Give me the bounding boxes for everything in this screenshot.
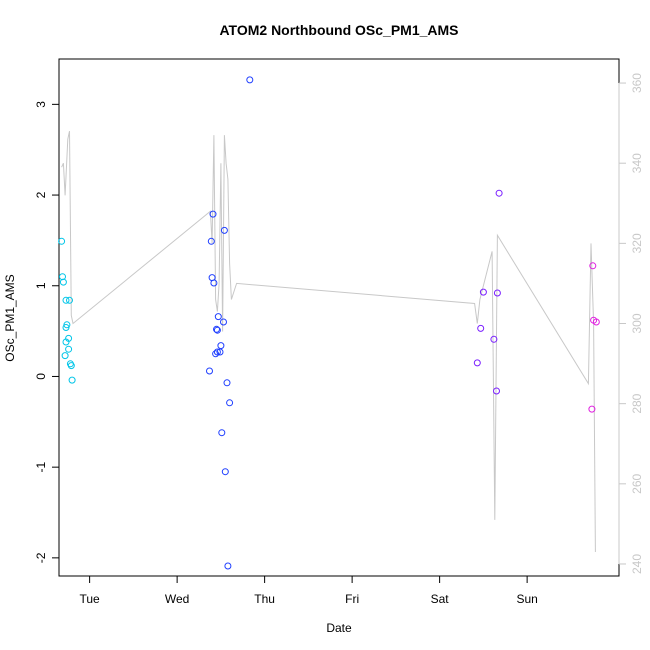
data-point bbox=[66, 296, 73, 304]
data-point bbox=[220, 318, 227, 326]
x-tick-label: Sun bbox=[516, 592, 537, 606]
y-tick-label: -2 bbox=[34, 552, 48, 563]
data-point bbox=[226, 399, 234, 407]
data-point bbox=[65, 345, 73, 353]
x-tick-label: Fri bbox=[345, 592, 359, 606]
data-point bbox=[220, 226, 228, 234]
data-point bbox=[206, 367, 213, 375]
data-point bbox=[246, 76, 254, 84]
data-point bbox=[63, 321, 71, 329]
secondary-y-axis: 240 260 280 300 320 340 360 bbox=[618, 73, 644, 574]
data-point bbox=[207, 237, 215, 245]
secondary-tick-label: 300 bbox=[630, 313, 644, 333]
y-tick-label: 0 bbox=[34, 373, 48, 380]
secondary-tick-label: 360 bbox=[630, 73, 644, 93]
x-axis-label: Date bbox=[326, 621, 352, 635]
chart-title: ATOM2 Northbound OSc_PM1_AMS bbox=[219, 22, 458, 38]
data-point bbox=[479, 288, 487, 296]
x-tick-label: Thu bbox=[254, 592, 275, 606]
data-point bbox=[477, 324, 485, 332]
data-point bbox=[213, 348, 221, 356]
data-point bbox=[223, 379, 231, 387]
data-point bbox=[209, 210, 217, 218]
line-layer bbox=[61, 130, 596, 553]
y-axis-label: OSc_PM1_AMS bbox=[3, 274, 17, 361]
x-axis: Tue Wed Thu Fri Sat Sun bbox=[80, 575, 538, 606]
data-point bbox=[217, 342, 225, 350]
data-point bbox=[592, 318, 600, 326]
secondary-tick-label: 240 bbox=[630, 554, 644, 574]
data-point bbox=[68, 376, 76, 384]
x-tick-label: Wed bbox=[165, 592, 189, 606]
x-tick-label: Tue bbox=[80, 592, 101, 606]
data-point bbox=[473, 359, 481, 367]
plot-frame bbox=[58, 58, 620, 577]
y-tick-label: 3 bbox=[34, 101, 48, 108]
data-point bbox=[495, 189, 503, 197]
data-point bbox=[493, 387, 500, 395]
y-tick-label: -1 bbox=[34, 461, 48, 472]
data-point bbox=[224, 562, 232, 570]
data-point bbox=[493, 289, 501, 297]
secondary-tick-label: 280 bbox=[630, 393, 644, 413]
data-point bbox=[214, 313, 222, 321]
data-point bbox=[221, 468, 229, 476]
y-tick-label: 2 bbox=[34, 191, 48, 198]
y-tick-label: 1 bbox=[34, 282, 48, 289]
secondary-tick-label: 260 bbox=[630, 473, 644, 493]
data-point bbox=[218, 429, 226, 437]
data-point bbox=[490, 335, 498, 343]
data-point bbox=[210, 279, 218, 287]
data-point bbox=[59, 278, 67, 286]
data-point bbox=[58, 237, 66, 245]
secondary-line bbox=[61, 130, 596, 553]
points-layer bbox=[58, 76, 600, 570]
data-point bbox=[67, 362, 75, 370]
data-point bbox=[213, 325, 220, 333]
data-point bbox=[212, 350, 220, 358]
y-axis: -2 -1 0 1 2 3 bbox=[34, 101, 60, 563]
data-point bbox=[588, 405, 596, 413]
data-point bbox=[216, 348, 224, 356]
secondary-tick-label: 320 bbox=[630, 233, 644, 253]
x-tick-label: Sat bbox=[431, 592, 450, 606]
data-point bbox=[589, 262, 597, 270]
data-point bbox=[213, 326, 221, 334]
data-point bbox=[62, 296, 70, 304]
secondary-tick-label: 340 bbox=[630, 153, 644, 173]
data-point bbox=[61, 352, 69, 360]
data-point bbox=[65, 334, 73, 342]
